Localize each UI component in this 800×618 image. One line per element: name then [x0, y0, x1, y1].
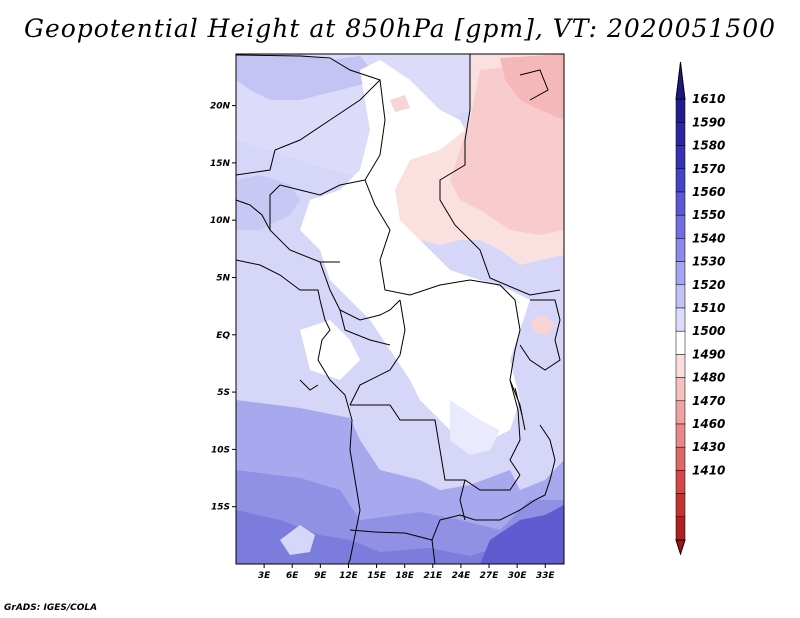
lat-label: 5N	[216, 273, 230, 283]
colorbar-label: 1410	[692, 463, 725, 477]
lon-label: 24E	[452, 571, 472, 581]
colorbar-label: 1520	[692, 278, 725, 292]
lat-label: 20N	[210, 102, 231, 112]
colorbar-swatch	[675, 145, 686, 170]
lat-label: EQ	[216, 331, 230, 341]
colorbar-swatch	[675, 330, 686, 355]
colorbar-label: 1570	[692, 162, 725, 176]
latitude-axis: 20N 15N 10N 5N EQ 5S 10S 15S	[210, 102, 236, 513]
longitude-axis: 3E 6E 9E 12E 15E 18E 21E 24E 27E 30E 33E	[258, 564, 556, 581]
lat-label: 10N	[210, 216, 231, 226]
colorbar-swatch	[675, 493, 686, 518]
lon-label: 21E	[423, 571, 443, 581]
borders	[235, 54, 561, 565]
colorbar-swatch	[675, 98, 686, 123]
colorbar-label: 1540	[692, 231, 725, 245]
colorbar-top-arrow	[675, 61, 686, 100]
colorbar-label: 1480	[692, 371, 725, 385]
lon-label: 12E	[339, 571, 359, 581]
lon-label: 18E	[395, 571, 415, 581]
lon-label: 3E	[258, 571, 271, 581]
map-title: Geopotential Height at 850hPa [gpm], VT:…	[23, 14, 777, 43]
lon-label: 30E	[508, 571, 528, 581]
colorbar-swatch	[675, 354, 686, 378]
lon-label: 33E	[536, 571, 556, 581]
colorbar-label: 1550	[692, 208, 725, 222]
colorbar-swatch	[675, 446, 686, 471]
colorbar-label: 1460	[692, 417, 725, 431]
colorbar-swatch	[675, 516, 686, 541]
lon-label: 6E	[286, 571, 299, 581]
colorbar-swatch	[675, 423, 686, 448]
colorbar-swatch	[675, 400, 686, 425]
colorbar-swatch	[675, 261, 686, 286]
colorbar-label: 1470	[692, 394, 725, 408]
colorbar-label: 1580	[692, 139, 725, 153]
colorbar-swatch	[675, 377, 686, 402]
colorbar-swatch	[675, 168, 686, 193]
colorbar-labels: 1610 1590 1580 1570 1560 1550 1540 1530 1520 1510…	[692, 92, 725, 477]
map-frame	[235, 53, 565, 565]
lon-label: 9E	[314, 571, 327, 581]
colorbar-swatch	[675, 470, 686, 494]
colorbar-swatch	[675, 238, 686, 262]
colorbar-label: 1530	[692, 255, 725, 269]
colorbar-bottom-arrow	[675, 539, 686, 556]
lat-label: 15S	[211, 503, 230, 513]
colorbar-label: 1510	[692, 301, 725, 315]
lon-label: 27E	[480, 571, 500, 581]
lat-label: 5S	[217, 388, 230, 398]
colorbar-swatch	[675, 191, 686, 216]
colorbar-swatch	[675, 284, 686, 309]
colorbar-label: 1430	[692, 440, 725, 454]
colorbar-label: 1560	[692, 185, 725, 199]
colorbar-label: 1500	[692, 324, 725, 338]
colorbar-label: 1490	[692, 347, 725, 361]
colorbar-swatch	[675, 307, 686, 332]
grads-credit: GrADS: IGES/COLA	[4, 603, 98, 613]
colorbar-swatch	[675, 122, 686, 146]
colorbar-swatch	[675, 214, 686, 239]
colorbar-label: 1610	[692, 92, 725, 106]
lon-label: 15E	[367, 571, 387, 581]
lat-label: 10S	[211, 445, 230, 455]
contour-fill	[236, 54, 564, 564]
lat-label: 15N	[210, 159, 231, 169]
colorbar-label: 1590	[692, 115, 725, 129]
colorbar	[675, 61, 686, 556]
